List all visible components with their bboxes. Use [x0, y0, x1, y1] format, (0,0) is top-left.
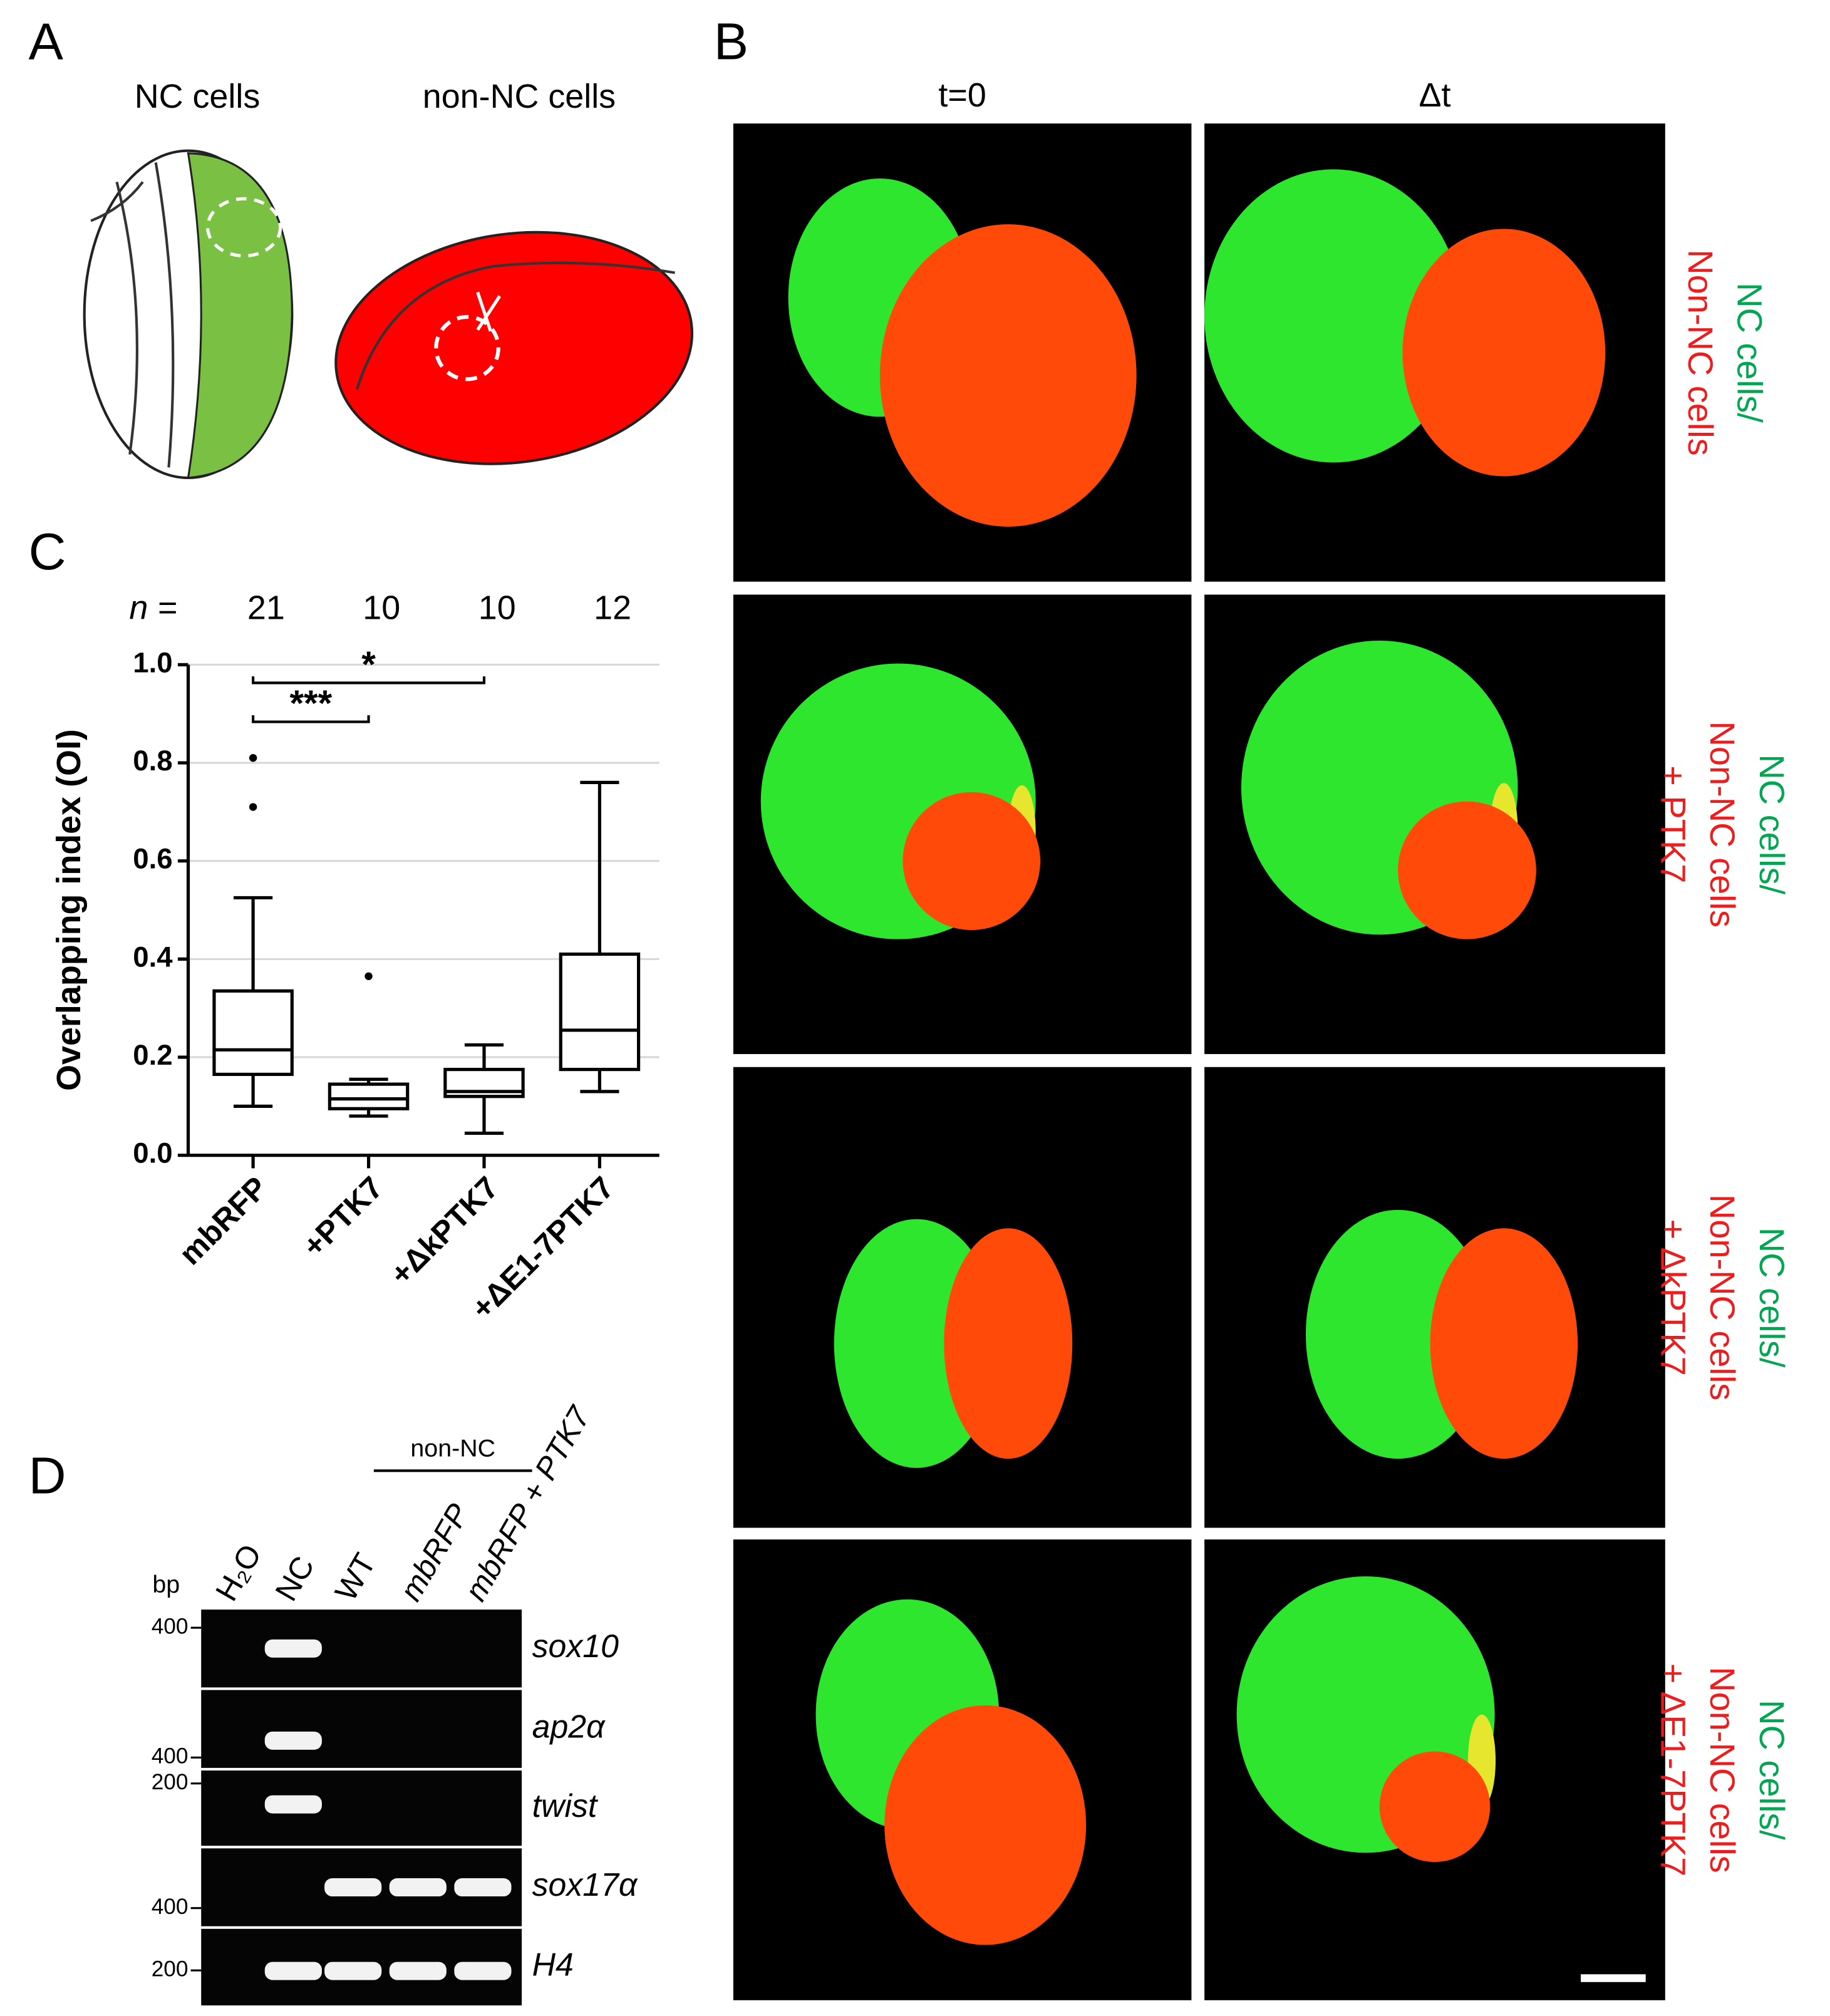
y-tick-label: 0.0 [133, 1137, 172, 1169]
marker-label: 400 [152, 1895, 189, 1919]
scale-bar [1581, 1974, 1646, 1982]
x-tick-label: +PTK7 [296, 1170, 390, 1264]
gene-label: twist [532, 1787, 599, 1824]
non-nc-cells [1398, 801, 1536, 939]
y-tick-label: 0.4 [133, 941, 173, 973]
gel-band [389, 1962, 447, 1980]
panel-label: C [29, 522, 66, 581]
outlier [249, 803, 257, 811]
gel-band [324, 1878, 382, 1897]
column-header: t=0 [938, 76, 986, 114]
gel-band [264, 1731, 322, 1750]
non-nc-cells [1430, 1228, 1578, 1459]
non-nc-embryo [334, 230, 694, 465]
row-label: Non-NC cells [1703, 1194, 1742, 1400]
significance-bracket [252, 676, 486, 685]
row-label: NC cells/ [1752, 1228, 1792, 1368]
gel-band [454, 1962, 512, 1980]
non-nc-cells [902, 792, 1041, 930]
row-label: + PTK7 [1653, 765, 1693, 883]
panel-label: D [29, 1447, 66, 1505]
gene-label: H4 [532, 1946, 574, 1983]
gene-label: sox10 [532, 1628, 619, 1664]
marker-label: 400 [152, 1614, 189, 1638]
gel-strip [201, 1610, 522, 1688]
lane-label: H₂O [209, 1538, 268, 1606]
row-label: NC cells/ [1730, 282, 1770, 423]
x-tick-label: +ΔkPTK7 [383, 1170, 505, 1292]
gel-band [324, 1962, 382, 1980]
gene-label: sox17α [532, 1866, 638, 1903]
lane-label: mbRFP + PTK7 [458, 1399, 598, 1606]
y-axis-label: Overlapping index (OI) [50, 729, 88, 1091]
x-tick-label: mbRFP [172, 1170, 274, 1272]
outlier [364, 972, 373, 981]
column-header: Δt [1419, 76, 1450, 114]
gel-band [264, 1639, 322, 1658]
non-nc-cells [884, 1705, 1087, 1945]
nc-cells [1204, 169, 1463, 463]
gene-label: ap2α [532, 1708, 606, 1744]
significance-label: *** [289, 683, 332, 724]
group-label: non-NC [410, 1435, 495, 1462]
nc-embryo [83, 149, 294, 480]
n-value: 21 [247, 589, 285, 627]
gel-band [264, 1962, 322, 1980]
lane-label: NC [268, 1550, 321, 1606]
panel-label: B [714, 13, 748, 71]
n-label: n = [129, 589, 177, 627]
box [212, 989, 294, 1077]
row-label: + ΔE1-7PTK7 [1653, 1663, 1693, 1877]
row-label: NC cells/ [1752, 754, 1792, 894]
lane-label: WT [328, 1548, 383, 1607]
y-tick-label: 0.6 [133, 843, 172, 875]
panel-label: A [29, 13, 64, 71]
marker-label: 200 [152, 1957, 189, 1981]
non-nc-cells [944, 1228, 1073, 1459]
marker-label: 400 [152, 1744, 189, 1769]
significance-label: * [361, 644, 376, 685]
row-label: NC cells/ [1752, 1700, 1792, 1840]
non-nc-cells [879, 224, 1137, 527]
significance-bracket [252, 715, 370, 723]
row-label: Non-NC cells [1681, 249, 1720, 455]
y-tick-label: 0.2 [133, 1039, 172, 1071]
panel-a-label: non-NC cells [423, 78, 616, 115]
n-value: 12 [594, 589, 631, 627]
y-tick-label: 0.8 [133, 745, 172, 777]
gel-band [264, 1795, 322, 1814]
box [328, 1082, 410, 1110]
row-label: Non-NC cells [1703, 1667, 1742, 1873]
gel-strip [201, 1690, 522, 1768]
gel-strip [201, 1770, 522, 1846]
box [559, 952, 641, 1072]
n-value: 10 [363, 589, 400, 627]
row-label: + ΔkPTK7 [1653, 1219, 1693, 1375]
n-value: 10 [478, 589, 516, 627]
gel-band [454, 1878, 512, 1897]
panel-a-label: NC cells [135, 78, 261, 115]
unit-label: bp [152, 1571, 180, 1598]
marker-label: 200 [152, 1770, 189, 1794]
y-tick-label: 1.0 [133, 646, 172, 678]
non-nc-cells [1402, 229, 1606, 477]
outlier [249, 753, 257, 762]
row-label: Non-NC cells [1703, 721, 1742, 928]
non-nc-cells [1379, 1751, 1491, 1863]
gel-band [389, 1878, 447, 1897]
